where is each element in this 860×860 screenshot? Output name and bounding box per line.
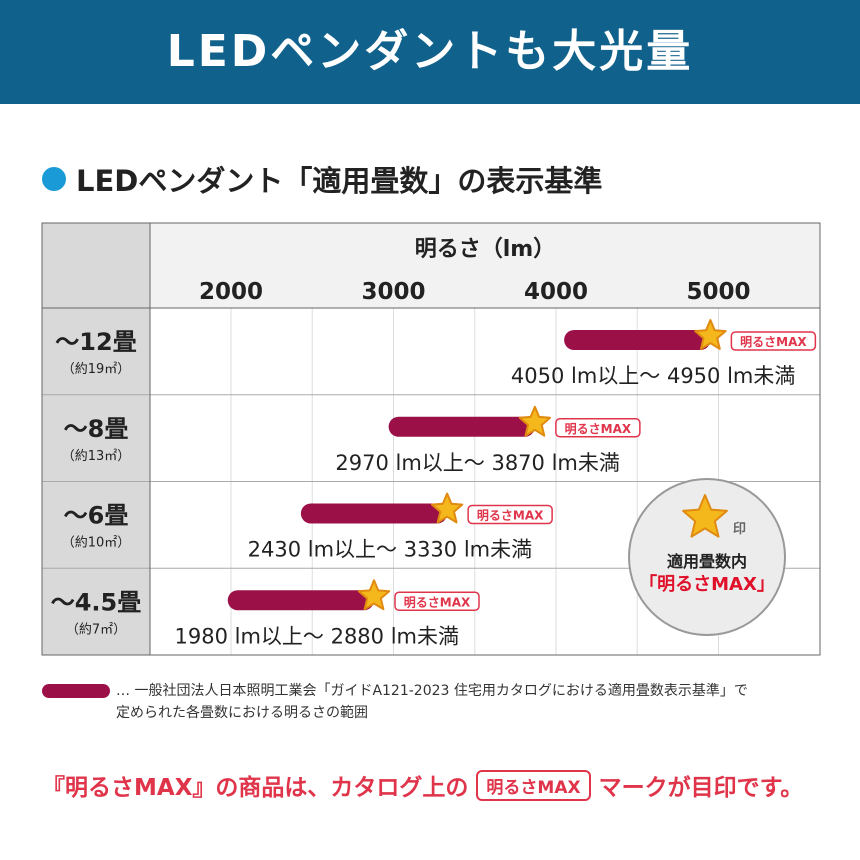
legend-note: … 一般社団法人日本照明工業会「ガイドA121-2023 住宅用カタログにおける… (42, 680, 748, 724)
header-bg (150, 223, 820, 308)
star-icon (357, 579, 391, 611)
max-badge-text: 明るさMAX (740, 335, 807, 349)
star-icon (694, 319, 727, 350)
axis-title: 明るさ（lm） (415, 237, 555, 262)
max-badge-text: 明るさMAX (565, 422, 632, 436)
range-bar (227, 590, 374, 611)
row-label: ～6畳 (64, 502, 129, 530)
x-tick-label: 3000 (361, 279, 425, 305)
row-label: ～8畳 (64, 415, 129, 443)
max-badge (467, 504, 553, 525)
row-sublabel: （約10㎡） (62, 536, 131, 551)
circle-line1: 適用畳数内 (667, 552, 747, 571)
max-badge (394, 591, 480, 611)
footer-post: マークが目印です。 (598, 775, 804, 801)
x-tick-label: 2000 (199, 279, 263, 305)
label-column-bg (42, 223, 150, 655)
max-mark-circle (628, 478, 786, 636)
row-sublabel: （約7㎡） (66, 622, 126, 637)
range-bar (300, 503, 448, 524)
range-label: 2970 lm以上～ 3870 lm未満 (335, 451, 620, 475)
row-sublabel: （約13㎡） (62, 449, 131, 464)
footer-badge: 明るさMAX (476, 769, 591, 801)
table-border (41, 222, 821, 656)
star-icon (430, 492, 464, 524)
max-badge-text: 明るさMAX (404, 595, 471, 609)
row-label: ～12畳 (55, 328, 136, 356)
range-bar (388, 416, 535, 437)
subtitle: LEDペンダント「適用畳数」の表示基準 (42, 158, 602, 200)
max-badge (555, 418, 641, 438)
footer-pre: 『明るさMAX』の商品は、カタログ上の (42, 775, 469, 801)
circle-mark-label: 印 (733, 522, 746, 537)
star-icon (682, 494, 728, 538)
bullet-icon (42, 167, 66, 191)
footer-message: 『明るさMAX』の商品は、カタログ上の 明るさMAX マークが目印です。 (42, 768, 803, 802)
note-line2: 定められた各畳数における明るさの範囲 (116, 705, 368, 721)
x-tick-label: 5000 (686, 279, 750, 305)
circle-line2: 「明るさMAX」 (639, 573, 775, 595)
range-label: 1980 lm以上～ 2880 lm未満 (175, 624, 460, 648)
x-tick-label: 4000 (524, 279, 588, 305)
range-bar (564, 330, 711, 350)
range-label: 2430 lm以上～ 3330 lm未満 (248, 538, 533, 562)
legend-bar-swatch (42, 684, 110, 698)
max-badge (730, 331, 817, 351)
star-icon (518, 405, 552, 437)
max-badge-text: 明るさMAX (477, 509, 544, 523)
range-label: 4050 lm以上～ 4950 lm未満 (511, 364, 796, 388)
banner-title: LEDペンダントも大光量 (0, 0, 860, 104)
row-label: ～4.5畳 (51, 588, 142, 616)
note-line1: … 一般社団法人日本照明工業会「ガイドA121-2023 住宅用カタログにおける… (116, 683, 748, 699)
row-sublabel: （約19㎡） (62, 362, 131, 377)
subtitle-text: LEDペンダント「適用畳数」の表示基準 (76, 164, 603, 198)
